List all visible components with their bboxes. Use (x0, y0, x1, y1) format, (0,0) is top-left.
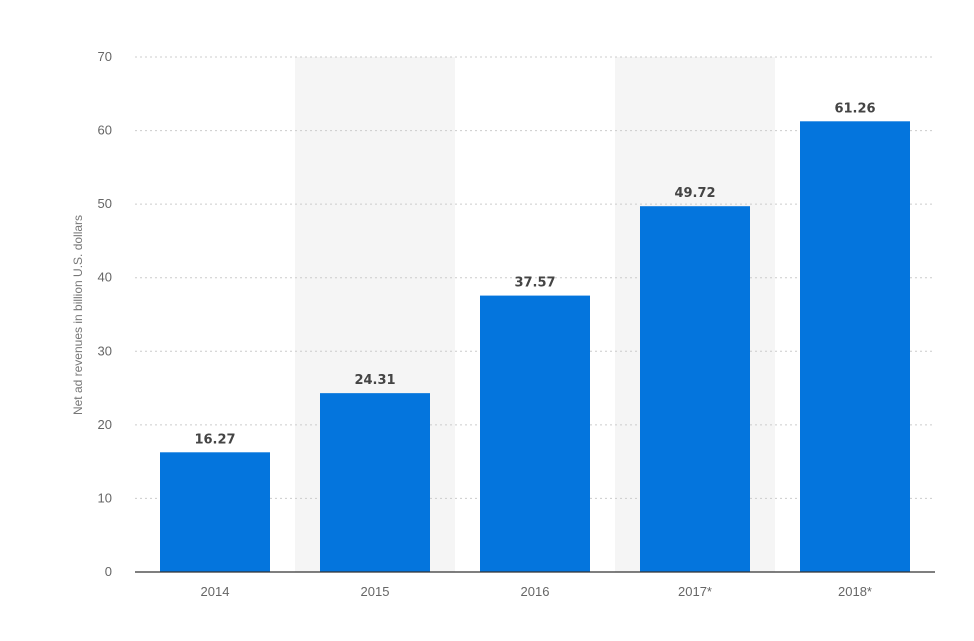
bar-2015 (320, 393, 430, 572)
y-tick-label: 30 (98, 343, 112, 358)
y-tick-label: 70 (98, 49, 112, 64)
y-axis-ticks: 0 10 20 30 40 50 60 70 (98, 49, 112, 579)
y-tick-label: 60 (98, 123, 112, 138)
x-tick-label: 2017* (678, 584, 712, 599)
x-tick-label: 2018* (838, 584, 872, 599)
bars (160, 121, 910, 573)
bar-2017-proj (640, 206, 750, 572)
x-axis-ticks: 2014 2015 2016 2017* 2018* (201, 584, 872, 599)
y-tick-label: 10 (98, 490, 112, 505)
y-tick-label: 50 (98, 196, 112, 211)
bar-2014 (160, 452, 270, 572)
x-tick-label: 2016 (521, 584, 550, 599)
value-label: 16.27 (194, 432, 235, 447)
x-tick-label: 2014 (201, 584, 230, 599)
x-tick-label: 2015 (361, 584, 390, 599)
value-label: 24.31 (354, 373, 395, 388)
value-label: 37.57 (514, 276, 555, 291)
y-tick-label: 40 (98, 270, 112, 285)
value-labels: 16.27 24.31 37.57 49.72 61.26 (194, 101, 875, 447)
bar-2016 (480, 295, 590, 572)
y-tick-label: 20 (98, 417, 112, 432)
y-axis-title: Net ad revenues in billion U.S. dollars (71, 215, 85, 415)
y-tick-label: 0 (105, 564, 112, 579)
value-label: 61.26 (834, 101, 875, 116)
value-label: 49.72 (674, 186, 715, 201)
bar-2018-proj (800, 121, 910, 573)
